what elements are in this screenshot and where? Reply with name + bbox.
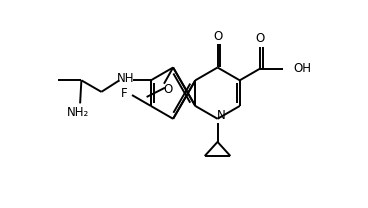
Text: O: O [213, 30, 222, 43]
Text: O: O [255, 32, 265, 45]
Text: OH: OH [293, 62, 311, 75]
Text: O: O [163, 83, 173, 96]
Text: NH: NH [117, 72, 134, 85]
Text: NH₂: NH₂ [67, 106, 89, 119]
Text: N: N [217, 109, 226, 122]
Text: F: F [121, 87, 127, 100]
